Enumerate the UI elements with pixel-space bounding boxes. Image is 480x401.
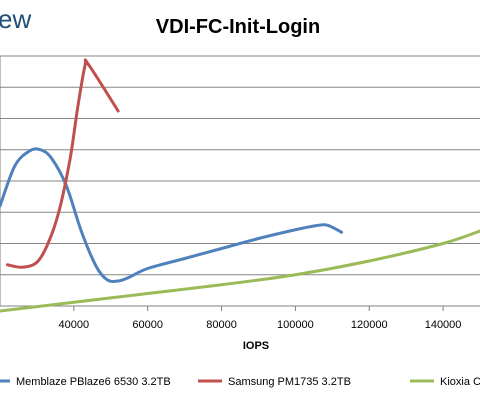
series-layer bbox=[0, 58, 480, 313]
x-tick-label: 60000 bbox=[132, 319, 163, 331]
x-tick-label: 80000 bbox=[206, 319, 237, 331]
legend-label-kioxia-cm6-3-2tb: Kioxia CM6 3.2TB bbox=[440, 376, 480, 388]
chart-title: VDI-FC-Init-Login bbox=[156, 16, 320, 38]
x-tick-label: 100000 bbox=[277, 319, 314, 331]
brand-fragment: ew bbox=[0, 4, 31, 34]
legend-label-samsung-pm1735-3-2tb: Samsung PM1735 3.2TB bbox=[228, 376, 351, 388]
x-tick-label: 40000 bbox=[59, 319, 90, 331]
gridlines bbox=[0, 55, 480, 307]
legend: Memblaze PBlaze6 6530 3.2TB Samsung PM173… bbox=[0, 376, 480, 388]
x-axis-label: IOPS bbox=[243, 340, 269, 352]
series-line-memblaze-pblaze6-6530-3-2tb bbox=[0, 147, 344, 283]
x-tick-label: 120000 bbox=[351, 319, 388, 331]
legend-label-memblaze-pblaze6-6530-3-2tb: Memblaze PBlaze6 6530 3.2TB bbox=[16, 376, 171, 388]
series-line-samsung-pm1735-3-2tb bbox=[5, 58, 120, 269]
x-tick-labels: 40000 60000 80000 100000 120000 140000 bbox=[59, 306, 462, 331]
x-tick-label: 140000 bbox=[425, 319, 462, 331]
series-line-kioxia-cm6-3-2tb bbox=[0, 229, 480, 313]
